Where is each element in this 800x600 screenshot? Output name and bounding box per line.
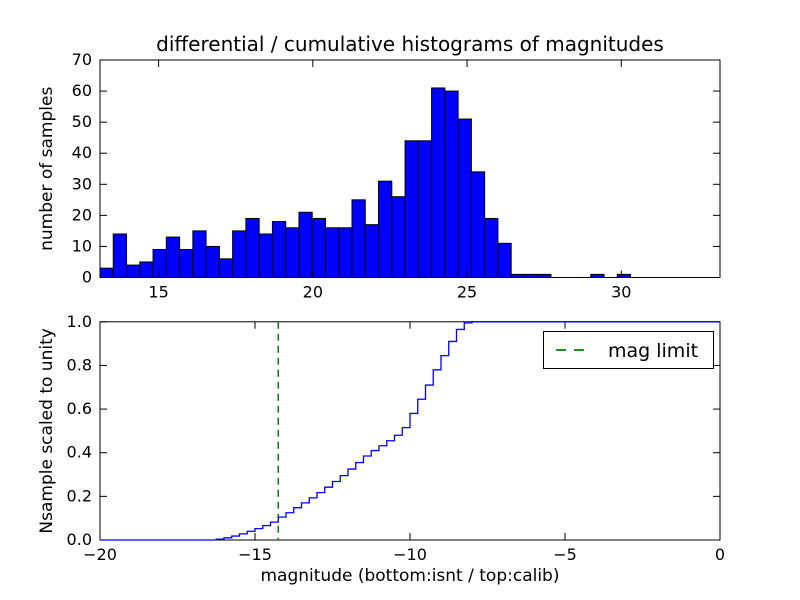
histogram-bar [245,217,260,278]
histogram-bar [232,230,247,278]
histogram-bar [417,140,433,278]
legend-label: mag limit [608,340,698,362]
y-tick-label: 50 [72,112,92,131]
y-tick-label: 0.6 [67,399,92,418]
histogram-bar [324,227,340,279]
x-tick-label: 15 [148,283,168,302]
top-axes-frame [99,59,721,278]
y-tick-label: 0 [82,268,92,287]
y-tick-label: 10 [72,236,92,255]
histogram-bar [218,258,234,279]
legend: mag limit [543,331,714,369]
histogram-bar [205,245,220,279]
top-axes-ticks: 15 20 25 30 0 10 20 30 40 50 60 70 [72,50,720,302]
y-tick-label: 40 [72,143,92,162]
histogram-bar [165,236,181,279]
histogram-bar [364,224,380,279]
histogram-bar [99,267,114,278]
histogram-bar [258,233,273,278]
histogram-bar [112,233,128,278]
histogram-bar [152,249,167,279]
histogram-bar [391,196,406,278]
histogram-bar [139,261,154,279]
histogram-bar [497,242,512,278]
y-tick-label: 0.2 [67,486,92,505]
histogram-bar [444,90,459,278]
bottom-xlabel: magnitude (bottom:isnt / top:calib) [261,566,560,586]
histogram-bar [404,140,419,278]
y-tick-label: 60 [72,81,92,100]
histogram-bar [179,249,194,279]
bottom-plot: −20 −15 −10 −5 0 0.0 0.2 0.4 0.6 0.8 1.0 Nsample s… [37,312,725,586]
legend-box [543,331,714,369]
histogram-bar [351,199,366,278]
y-tick-label: 0.8 [67,355,92,374]
y-tick-label: 0.4 [67,443,92,462]
x-tick-label: −10 [393,545,427,564]
x-tick-label: 0 [715,545,725,564]
y-tick-label: 0.0 [67,530,92,549]
histogram-bar [192,230,207,278]
histogram-bar [126,264,141,279]
x-tick-label: −5 [553,545,577,564]
x-tick-label: −20 [83,545,117,564]
top-ylabel: number of samples [37,87,57,251]
top-histogram-bars [99,87,632,279]
histogram-bar [298,211,313,278]
y-tick-label: 70 [72,50,92,69]
y-tick-label: 30 [72,174,92,193]
histogram-bar [457,118,472,278]
bottom-axes-ticks: −20 −15 −10 −5 0 0.0 0.2 0.4 0.6 0.8 1.0 [67,312,726,564]
plot-title: differential / cumulative histograms of … [156,32,664,56]
x-tick-label: 20 [303,283,323,302]
histogram-bar [431,87,446,279]
histogram-bar [285,227,300,279]
bottom-ylabel: Nsample scaled to unity [37,328,57,533]
histogram-bar [470,171,486,279]
top-plot: 15 20 25 30 0 10 20 30 40 50 60 70 differential / c… [37,32,721,302]
cumulative-curve [100,321,720,541]
x-tick-label: 30 [611,283,631,302]
histogram-bar [338,227,353,279]
histogram-bar [311,217,326,278]
histogram-bar [484,217,499,278]
y-tick-label: 1.0 [67,312,92,331]
histogram-bar [271,221,287,278]
y-tick-label: 20 [72,205,92,224]
x-tick-label: 25 [457,283,477,302]
histogram-bar [378,180,393,278]
x-tick-label: −15 [238,545,272,564]
